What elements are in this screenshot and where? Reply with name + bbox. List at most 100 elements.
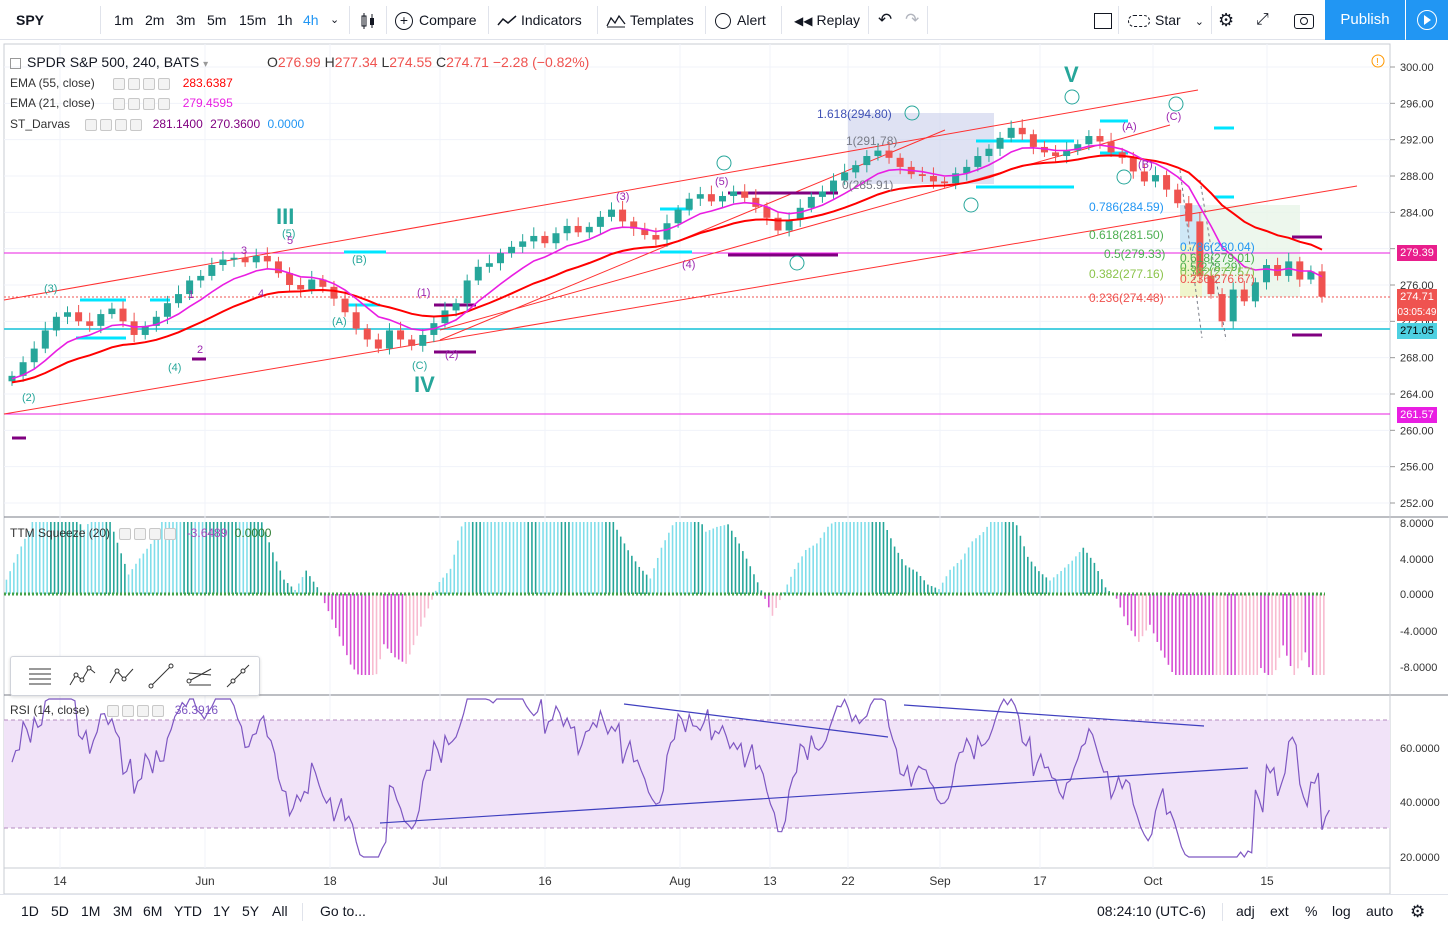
settings-icon[interactable]: [149, 527, 162, 540]
log-toggle[interactable]: log: [1332, 903, 1351, 919]
range-6m[interactable]: 6M: [143, 903, 163, 919]
candle: [1196, 221, 1204, 276]
templates-button[interactable]: Templates: [606, 0, 694, 40]
candle: [152, 316, 160, 326]
ext-toggle[interactable]: ext: [1270, 903, 1289, 919]
ray-tool-icon[interactable]: [223, 661, 253, 691]
candles-icon[interactable]: [358, 0, 378, 40]
eye-icon[interactable]: [113, 97, 126, 110]
pitchfork-tool-icon[interactable]: [185, 661, 215, 691]
range-1y[interactable]: 1Y: [213, 903, 231, 919]
rsi-trendline[interactable]: [623, 703, 889, 738]
fib-extension-zone[interactable]: [848, 113, 994, 184]
wave-label: (4): [168, 362, 181, 374]
channel-upper-line[interactable]: [3, 89, 1199, 301]
close-icon[interactable]: [158, 77, 171, 90]
fib-label: 0.618(281.50): [1089, 228, 1164, 242]
range-1m[interactable]: 1M: [81, 903, 101, 919]
indicator-legend-ema55[interactable]: EMA (55, close) 283.6387: [10, 76, 233, 90]
settings-icon[interactable]: [143, 97, 156, 110]
fib-retracement-tool-icon[interactable]: [25, 661, 55, 691]
settings-icon[interactable]: [137, 704, 150, 717]
eye-icon[interactable]: [85, 118, 98, 131]
close-icon[interactable]: [164, 527, 177, 540]
inner-channel-line[interactable]: [439, 124, 1171, 331]
range-all[interactable]: All: [272, 903, 288, 919]
gear-icon[interactable]: ⚙: [1410, 902, 1426, 921]
eye-icon[interactable]: [119, 527, 132, 540]
settings-icon[interactable]: [115, 118, 128, 131]
redo-icon[interactable]: ↷: [905, 10, 920, 29]
ema-55-line[interactable]: [11, 154, 1323, 384]
fullscreen-icon[interactable]: ⤢: [1256, 11, 1269, 28]
time-axis[interactable]: 14 Jun 18 Jul 16 Aug 13 22 Sep 17 Oct 15: [53, 874, 1274, 888]
close-icon[interactable]: [152, 704, 165, 717]
interval-2m[interactable]: 2m: [145, 12, 165, 28]
symbol-search[interactable]: SPY: [16, 12, 45, 28]
rsi-trendline[interactable]: [903, 704, 1205, 727]
main-legend[interactable]: SPDR S&P 500, 240, BATS ▾: [10, 54, 208, 70]
range-1d[interactable]: 1D: [21, 903, 39, 919]
replay-button[interactable]: ◀◀ Replay: [794, 12, 861, 28]
gear-icon[interactable]: [100, 118, 113, 131]
gear-icon[interactable]: [134, 527, 147, 540]
compare-button[interactable]: + Compare: [395, 0, 477, 40]
settings-icon[interactable]: [143, 77, 156, 90]
range-3m[interactable]: 3M: [113, 903, 133, 919]
fullscreen-layout-icon[interactable]: [1094, 0, 1112, 40]
interval-4h[interactable]: 4h: [303, 12, 319, 28]
percent-toggle[interactable]: %: [1305, 903, 1318, 919]
adj-toggle[interactable]: adj: [1236, 903, 1255, 919]
warning-icon[interactable]: [1371, 54, 1385, 68]
collapse-icon[interactable]: [10, 57, 21, 69]
chevron-down-icon[interactable]: ▾: [203, 59, 209, 70]
candle: [863, 156, 871, 166]
candle: [730, 191, 738, 196]
price-tick-label: 256.00: [1400, 462, 1434, 474]
auto-toggle[interactable]: auto: [1366, 903, 1394, 919]
indicator-legend-darvas[interactable]: ST_Darvas 281.1400 270.3600 0.0000: [10, 117, 305, 131]
trend-line-tool-icon[interactable]: [146, 661, 176, 691]
play-icon[interactable]: [1406, 0, 1448, 40]
wave-label: (3): [44, 283, 57, 295]
price-axis[interactable]: 300.00296.00292.00288.00284.00280.00276.…: [1390, 62, 1434, 510]
price-chart[interactable]: 1.618(294.80) 1(291.78) 0(285.91) 0.786(…: [0, 40, 1448, 894]
alert-button[interactable]: Alert: [715, 0, 766, 40]
indicator-legend-squeeze[interactable]: TTM Squeeze (20) -3.6489 0.0000: [10, 526, 272, 540]
range-ytd[interactable]: YTD: [174, 903, 202, 919]
eye-icon[interactable]: [113, 77, 126, 90]
interval-1m[interactable]: 1m: [114, 12, 134, 28]
ema-21-line[interactable]: [11, 144, 1323, 380]
indicators-button[interactable]: Indicators: [497, 0, 582, 40]
publish-button[interactable]: Publish: [1325, 0, 1405, 40]
elliott-impulse-tool-icon[interactable]: [67, 661, 97, 691]
clock[interactable]: 08:24:10 (UTC-6): [1097, 903, 1206, 919]
close-icon[interactable]: [130, 118, 143, 131]
gear-icon[interactable]: ⚙: [1218, 10, 1235, 30]
channel-lower-line[interactable]: [3, 185, 1358, 415]
interval-5m[interactable]: 5m: [207, 12, 227, 28]
gear-icon[interactable]: [122, 704, 135, 717]
close-icon[interactable]: [158, 97, 171, 110]
indicator-legend-ema21[interactable]: EMA (21, close) 279.4595: [10, 96, 233, 110]
elliott-correction-tool-icon[interactable]: [107, 661, 137, 691]
rsi-line[interactable]: [11, 697, 1330, 859]
layout-menu[interactable]: Star ⌄: [1128, 0, 1204, 40]
goto-button[interactable]: Go to...: [320, 903, 366, 919]
wave-label: (A): [332, 316, 347, 328]
gear-icon[interactable]: [128, 77, 141, 90]
gear-icon[interactable]: [128, 97, 141, 110]
range-5y[interactable]: 5Y: [242, 903, 260, 919]
rsi-trendline[interactable]: [379, 767, 1249, 824]
eye-icon[interactable]: [107, 704, 120, 717]
wave-label: (4): [682, 259, 695, 271]
indicator-legend-rsi[interactable]: RSI (14, close) 36.3916: [10, 703, 219, 717]
camera-icon[interactable]: [1294, 0, 1314, 40]
interval-1h[interactable]: 1h: [277, 12, 293, 28]
interval-3m[interactable]: 3m: [176, 12, 196, 28]
undo-icon[interactable]: ↶: [878, 10, 893, 29]
interval-dropdown-icon[interactable]: ⌄: [330, 14, 340, 26]
range-5d[interactable]: 5D: [51, 903, 69, 919]
interval-15m[interactable]: 15m: [239, 12, 267, 28]
divider: [868, 6, 869, 34]
